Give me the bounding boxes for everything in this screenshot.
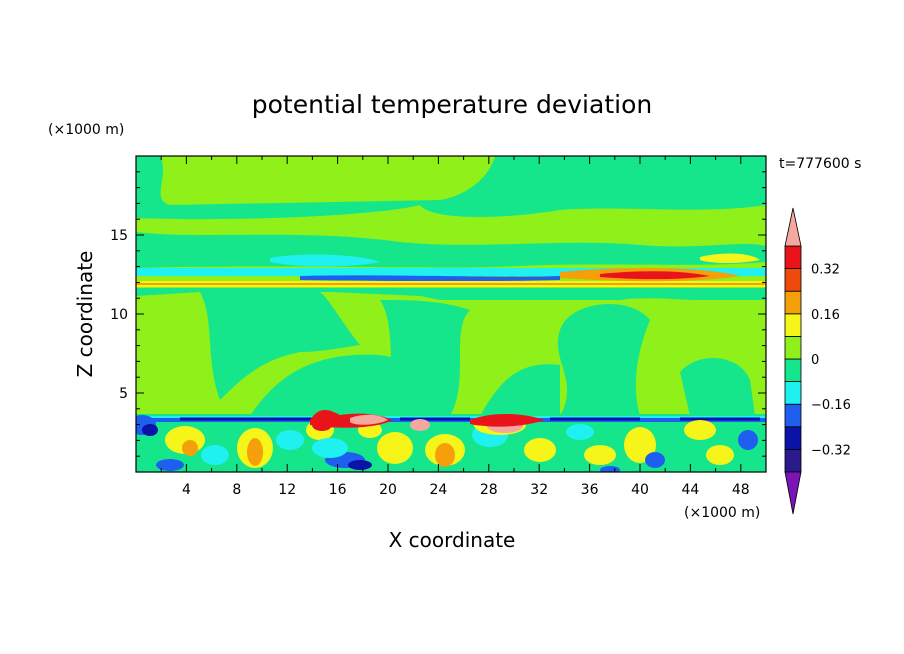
x-tick-label: 40 [631, 482, 649, 498]
y-tick-label: 10 [110, 307, 128, 323]
x-tick-label: 8 [232, 482, 241, 498]
colorbar-swatch [784, 245, 802, 270]
contour-blob [738, 430, 758, 450]
x-tick-label: 36 [581, 482, 599, 498]
colorbar-tick-label: 0 [811, 353, 819, 368]
x-axis: 4 8 12 16 20 24 28 32 36 40 44 48 [160, 156, 750, 498]
yellow-patch [700, 253, 760, 263]
contour-blob [156, 459, 184, 471]
x-unit-label: (×1000 m) [684, 505, 760, 521]
teal-plume [557, 303, 650, 416]
cyan-patch [270, 254, 380, 267]
x-tick-label: 44 [681, 482, 699, 498]
teal-plume [200, 292, 360, 400]
contour-blob [182, 440, 198, 456]
teal-shelf [136, 288, 766, 300]
x-tick-label: 4 [182, 482, 191, 498]
colorbar-tick-label: −0.16 [811, 398, 851, 413]
contour-blob [524, 438, 556, 462]
colorbar-tick-label: 0.16 [811, 308, 840, 323]
x-axis-label: X coordinate [389, 528, 516, 552]
x-tick-label: 12 [278, 482, 296, 498]
contour-blob [377, 432, 413, 464]
contour-blob [624, 427, 656, 463]
colorbar-over-arrow [784, 207, 802, 247]
x-tick-label: 16 [329, 482, 347, 498]
plot-area [136, 156, 766, 472]
colorbar-tick-label: 0.32 [811, 263, 840, 278]
x-tick-label: 32 [530, 482, 548, 498]
y-tick-label: 15 [110, 228, 128, 244]
pink-patch [350, 414, 388, 425]
blue-streak [300, 275, 560, 282]
x-tick-label: 28 [480, 482, 498, 498]
x-tick-label: 48 [732, 482, 750, 498]
contour-blob [247, 438, 263, 466]
colorbar-under-arrow [784, 471, 802, 515]
contour-blob [410, 419, 430, 431]
red-patch [470, 414, 545, 427]
colorbar-tick-label: −0.32 [811, 443, 851, 458]
contour-blob [584, 445, 616, 465]
x-tick-label: 24 [429, 482, 447, 498]
contour-field [136, 156, 766, 472]
colorbar-swatch [784, 313, 802, 337]
teal-plume [250, 354, 450, 416]
contour-blob [566, 424, 594, 440]
colorbar-swatch [784, 290, 802, 315]
teal-plume [680, 358, 755, 416]
teal-region [136, 156, 766, 220]
y-axis-label: Z coordinate [73, 251, 97, 378]
colorbar: 0.32 0.16 0 −0.16 −0.32 [784, 207, 851, 515]
colorbar-swatch [784, 426, 802, 450]
colorbar-swatch [784, 335, 802, 360]
contour-blob [706, 445, 734, 465]
colorbar-swatch [784, 358, 802, 383]
x-tick-label: 20 [379, 482, 397, 498]
contour-blob [276, 430, 304, 450]
colorbar-swatch [784, 403, 802, 428]
contour-blob [600, 466, 620, 472]
time-label: t=777600 s [779, 156, 861, 172]
colorbar-swatch [784, 268, 802, 292]
red-lens [600, 271, 710, 280]
colorbar-swatch [784, 381, 802, 405]
contour-blob [435, 443, 455, 467]
contour-blob [684, 420, 716, 440]
contour-blob [142, 424, 158, 436]
teal-plume [480, 364, 560, 416]
chart-title: potential temperature deviation [252, 90, 652, 119]
y-tick-label: 5 [119, 386, 128, 402]
contour-blob [201, 445, 229, 465]
y-unit-label: (×1000 m) [48, 122, 124, 138]
contour-blob [645, 452, 665, 468]
contour-blob [312, 438, 348, 458]
y-axis: 5 10 15 [110, 171, 766, 457]
contour-blob [348, 460, 372, 470]
colorbar-swatch [784, 448, 802, 473]
orange-line [136, 283, 766, 285]
